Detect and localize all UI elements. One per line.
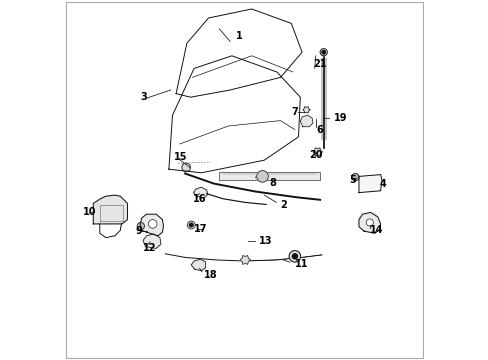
Circle shape <box>292 254 297 259</box>
Text: 17: 17 <box>194 224 207 234</box>
Text: 1: 1 <box>235 31 242 41</box>
Text: 11: 11 <box>294 258 308 269</box>
Circle shape <box>148 220 157 228</box>
Text: 21: 21 <box>312 59 325 69</box>
Text: 19: 19 <box>333 113 346 123</box>
Polygon shape <box>142 234 161 248</box>
Circle shape <box>182 163 190 172</box>
Polygon shape <box>93 195 127 224</box>
Text: 4: 4 <box>379 179 386 189</box>
Text: 8: 8 <box>268 178 275 188</box>
Text: 5: 5 <box>348 175 355 185</box>
Text: 16: 16 <box>193 194 206 204</box>
Circle shape <box>288 251 300 262</box>
Text: 3: 3 <box>140 92 146 102</box>
Text: 2: 2 <box>280 200 286 210</box>
Text: 6: 6 <box>316 125 323 135</box>
Polygon shape <box>312 148 322 156</box>
Polygon shape <box>302 107 309 113</box>
Text: 20: 20 <box>309 150 322 160</box>
Text: 9: 9 <box>136 226 142 236</box>
Circle shape <box>321 50 325 54</box>
Circle shape <box>187 221 195 229</box>
Polygon shape <box>300 115 312 127</box>
Text: 18: 18 <box>204 270 217 280</box>
Circle shape <box>320 49 326 56</box>
Circle shape <box>366 219 373 226</box>
Polygon shape <box>140 214 163 236</box>
Bar <box>219 172 320 180</box>
Circle shape <box>137 222 144 230</box>
Text: 15: 15 <box>174 152 187 162</box>
Text: 7: 7 <box>291 107 298 117</box>
Circle shape <box>256 171 268 182</box>
Polygon shape <box>193 187 207 198</box>
Text: 10: 10 <box>82 207 96 217</box>
Circle shape <box>189 223 193 227</box>
Polygon shape <box>358 175 381 193</box>
Polygon shape <box>358 212 380 233</box>
Circle shape <box>351 174 358 181</box>
Text: 14: 14 <box>369 225 383 235</box>
Text: 12: 12 <box>142 243 156 253</box>
Text: 13: 13 <box>258 236 272 246</box>
Polygon shape <box>240 256 250 264</box>
Polygon shape <box>191 259 205 271</box>
